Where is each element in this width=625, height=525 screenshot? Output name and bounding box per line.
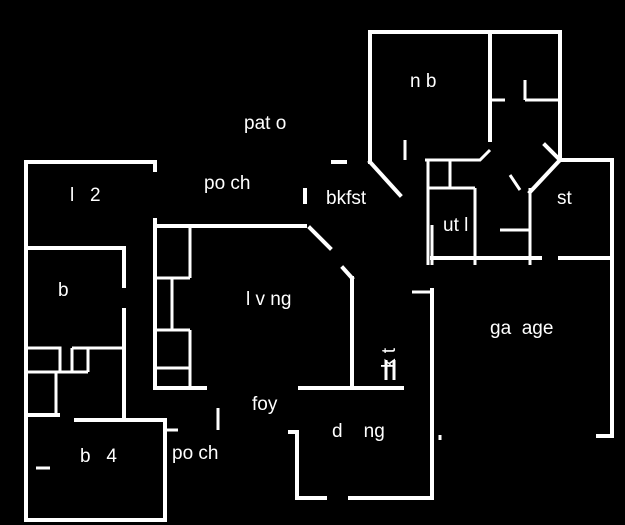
room-label-porch-front: po ch	[172, 443, 219, 464]
room-label-patio: pat o	[244, 113, 287, 134]
wall-lines	[24, 30, 614, 522]
room-label-breakfast: bkfst	[326, 188, 367, 209]
room-label-master-bed: n b	[410, 71, 437, 92]
room-label-garage: ga age	[490, 318, 554, 339]
room-label-utility: ut l	[443, 215, 469, 236]
room-label-bath: b	[58, 280, 69, 301]
room-label-storage: st	[557, 188, 572, 209]
room-label-kitchen: k t	[379, 347, 400, 368]
room-label-porch-rear: po ch	[204, 173, 251, 194]
room-label-dining: d ng	[332, 421, 385, 442]
room-label-living: l v ng	[246, 289, 292, 310]
room-label-foyer: foy	[252, 394, 278, 415]
room-label-bed4: b 4	[80, 446, 117, 467]
room-label-bed2: l 2	[70, 185, 101, 206]
